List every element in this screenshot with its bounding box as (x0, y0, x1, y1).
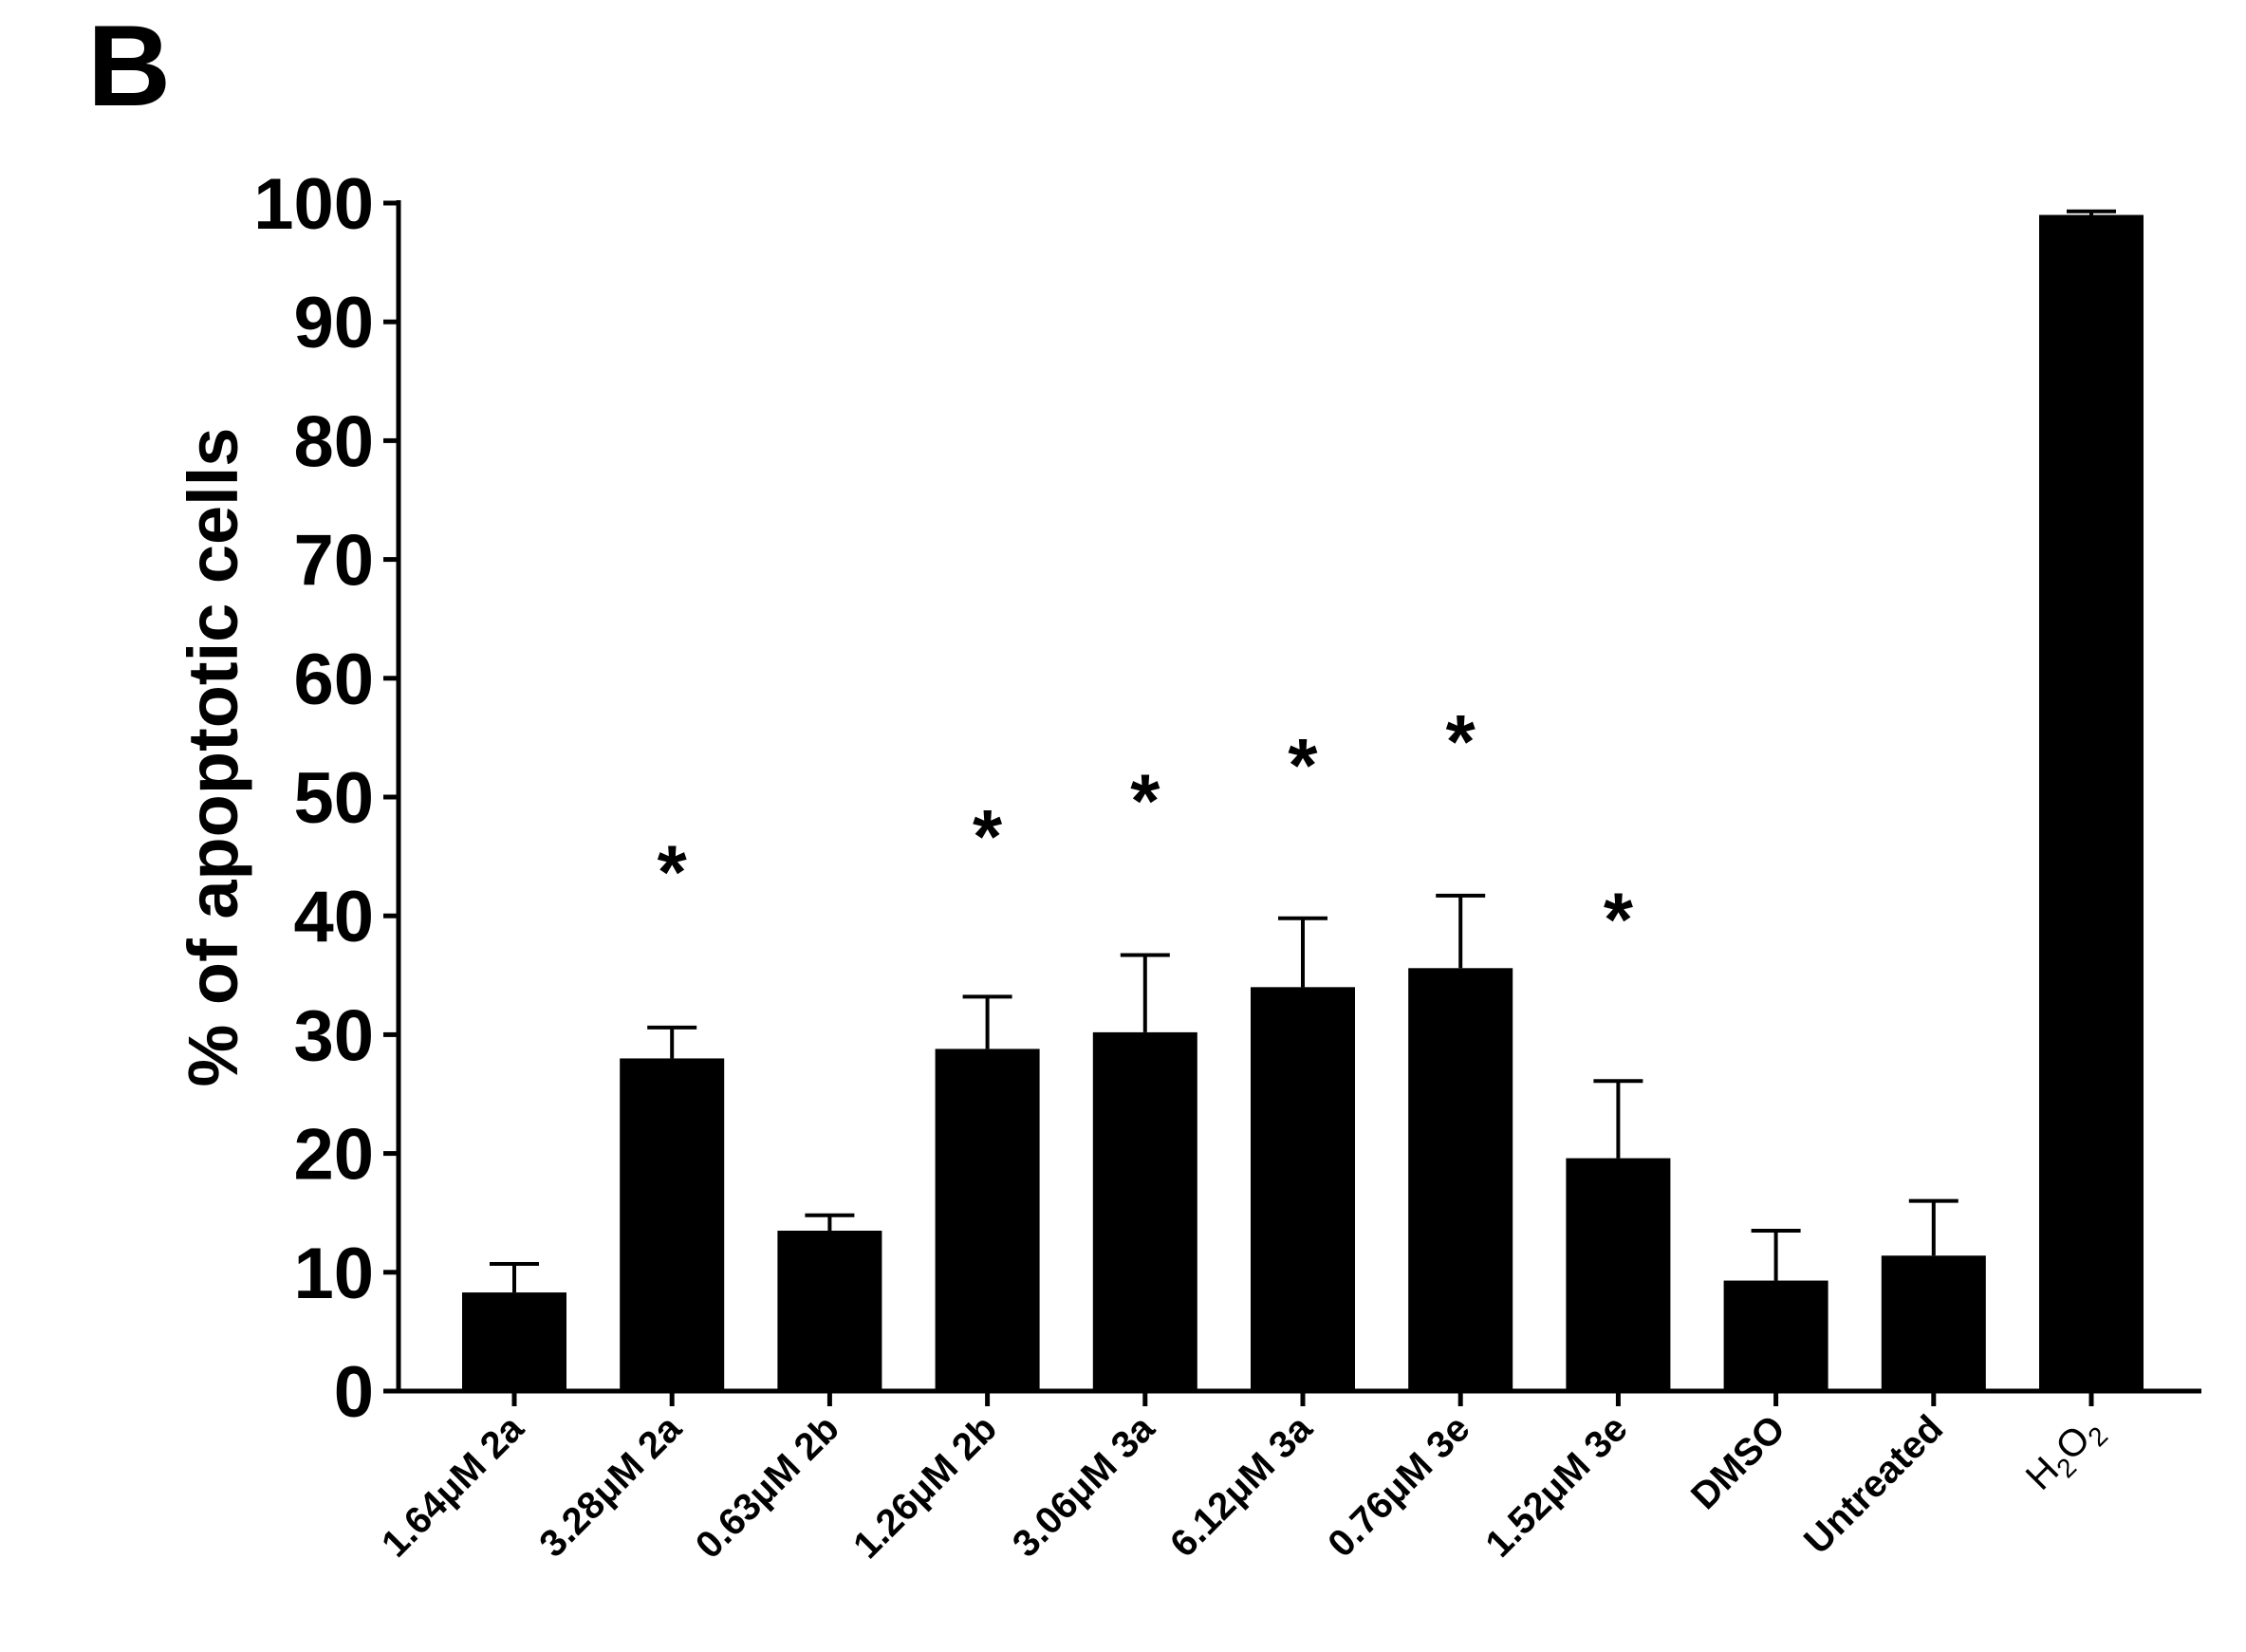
significance-asterisk: * (973, 794, 1003, 879)
y-tick-label: 20 (293, 1115, 374, 1196)
x-tick-label: 6.12μM 3a (1162, 1407, 1321, 1566)
x-tick-labels: 1.64μM 2a 3.28μM 2a0.63μM 2b1.26μM 2b 3.06… (374, 1407, 2113, 1567)
bar (1092, 1031, 1197, 1391)
x-tick-label: 1.64μM 2a (374, 1407, 532, 1566)
y-axis-title: % of apoptotic cells (174, 428, 252, 1087)
bar (620, 1058, 725, 1391)
significance-asterisk: * (1288, 723, 1318, 807)
y-tick-label: 70 (293, 521, 374, 602)
x-tick-label: 3.28μM 2a (531, 1407, 690, 1566)
bar (1566, 1158, 1671, 1391)
bars (462, 214, 2144, 1391)
panel-label: B (87, 1, 172, 130)
y-tick-label: 100 (253, 164, 374, 245)
y-tick-label: 90 (293, 283, 374, 363)
x-tick-label: Untreated (1796, 1407, 1951, 1562)
bar (1723, 1280, 1828, 1391)
bar (1881, 1255, 1986, 1391)
x-tick-label: DMSO (1683, 1407, 1793, 1517)
y-tick-label: 0 (334, 1352, 374, 1433)
y-tick-label: 80 (293, 401, 374, 482)
bar (1408, 968, 1513, 1391)
x-tick-label: 1.26μM 2b (845, 1407, 1005, 1567)
y-tick-label: 60 (293, 640, 374, 720)
significance-asterisk: * (1130, 758, 1160, 843)
x-tick-label: 0.63μM 2b (688, 1407, 847, 1567)
bar (777, 1230, 882, 1391)
significance-asterisk: * (1446, 699, 1476, 784)
x-tick-label: 3.06μM 3a (1005, 1407, 1163, 1566)
x-tick-label: 0.76μM 3e (1320, 1407, 1477, 1565)
y-tick-label: 40 (293, 877, 374, 957)
bar (462, 1292, 566, 1391)
bar (1251, 987, 1355, 1391)
bar (935, 1049, 1040, 1391)
significance-asterisk: * (1604, 878, 1634, 962)
x-tick-label: H2O2 (2018, 1407, 2114, 1503)
significance-asterisk: * (658, 830, 688, 915)
y-tick-label: 30 (293, 995, 374, 1076)
y-tick-label: 50 (293, 758, 374, 839)
x-axis (397, 1388, 2201, 1406)
error-bars (490, 209, 2116, 1293)
bar (2039, 214, 2144, 1391)
y-axis: 0 10 20 30 40 50 60 70 80 90 100 (253, 164, 401, 1433)
x-tick-label: 1.52μM 3e (1477, 1407, 1635, 1565)
y-tick-label: 10 (293, 1234, 374, 1314)
significance-markers: * * * * * * (658, 699, 1634, 962)
